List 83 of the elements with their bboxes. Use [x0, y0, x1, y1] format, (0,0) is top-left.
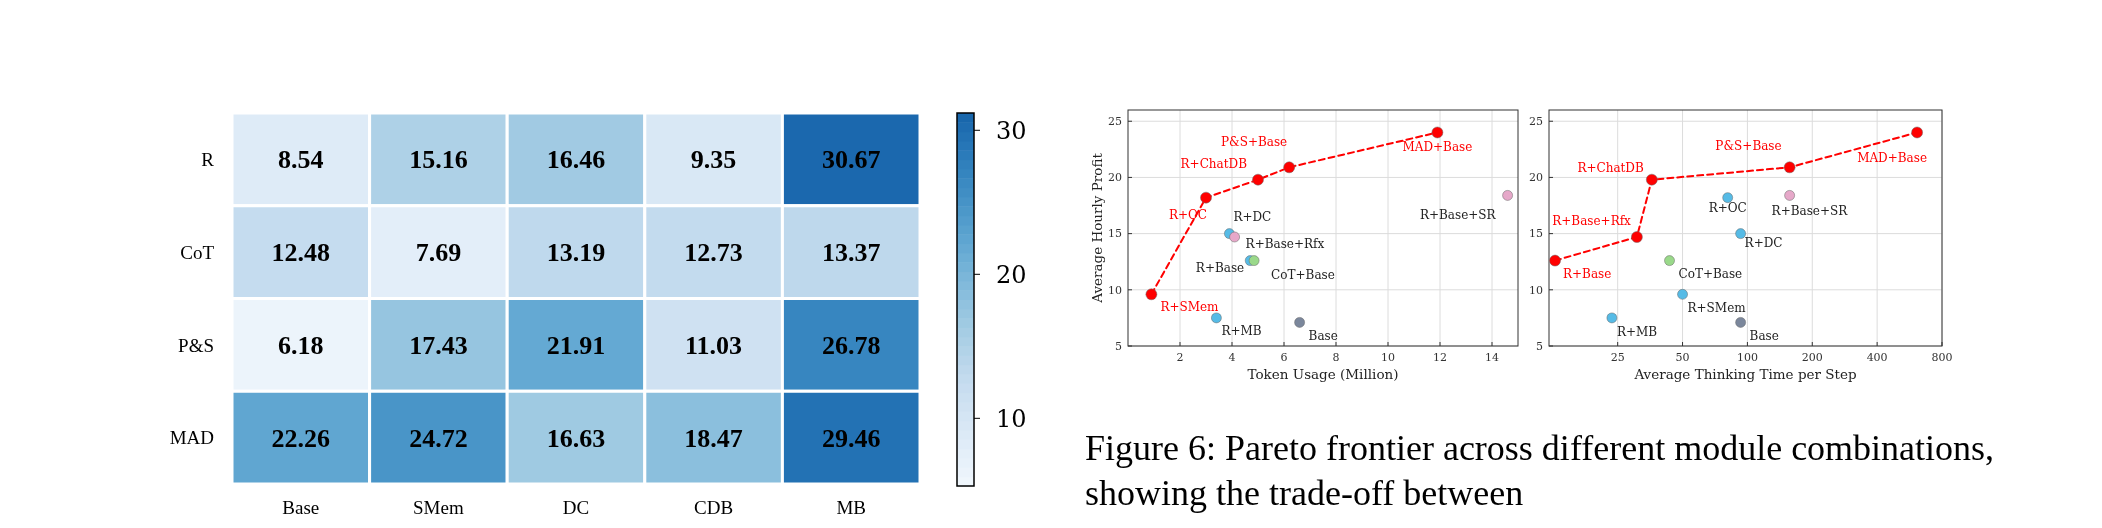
- y-tick-label: 10: [1108, 283, 1122, 297]
- data-label: 11.03: [685, 330, 743, 360]
- y-tick-label: MAD: [169, 427, 214, 449]
- y-tick-label: 5: [1536, 339, 1543, 353]
- color-bar-label: 10: [996, 404, 1027, 433]
- series-label: R+Base: [1195, 260, 1245, 275]
- y-tick-label: R: [201, 149, 215, 171]
- y-tick-label: 20: [1529, 171, 1543, 185]
- y-tick-label: P&S: [178, 334, 214, 356]
- text: Figure 6: Pareto frontier across different module combinations, showing the trade-off between: [1085, 428, 1995, 513]
- data-label: 13.37: [821, 238, 881, 268]
- series-label: CoT+Base: [1271, 267, 1335, 282]
- data-label: 7.69: [415, 238, 462, 268]
- x-tick-label: 2: [1176, 351, 1184, 364]
- series-label: R+SMem: [1687, 301, 1747, 316]
- data-label: 18.47: [684, 423, 743, 453]
- data-label: 12.48: [271, 238, 331, 268]
- annotation: MAD+Base: [1402, 140, 1473, 155]
- series-label: R+MB: [1616, 324, 1658, 339]
- x-tick-label: 400: [1866, 351, 1888, 364]
- series-label: R+OC: [1708, 200, 1747, 215]
- y-tick-label: 10: [1529, 283, 1543, 297]
- x-tick-label: 6: [1280, 351, 1288, 364]
- x-tick-label: CDB: [694, 497, 734, 518]
- data-label: 26.78: [821, 330, 881, 360]
- data-label: 15.16: [409, 145, 468, 175]
- y-tick-label: 5: [1115, 339, 1122, 353]
- annotation: P&S+Base: [1715, 139, 1782, 154]
- color-bar-label: 30: [996, 116, 1027, 145]
- series-label: Base: [1749, 329, 1779, 344]
- x-tick-label: 800: [1931, 351, 1953, 364]
- color-bar-label: 20: [996, 260, 1027, 289]
- annotation: R+OC: [1168, 207, 1207, 222]
- series-label: Base: [1308, 329, 1338, 344]
- annotation: P&S+Base: [1220, 135, 1288, 150]
- x-tick-label: 8: [1332, 351, 1340, 364]
- x-tick-label: 100: [1736, 351, 1758, 364]
- series-label: R+Base+SR: [1771, 204, 1849, 219]
- x-tick-label: 50: [1675, 351, 1690, 364]
- y-tick-label: CoT: [180, 241, 215, 263]
- data-label: 16.46: [546, 145, 606, 175]
- data-label: 29.46: [821, 423, 881, 453]
- y-axis-title: Average Hourly Profit: [1089, 152, 1105, 304]
- series-label: CoT+Base: [1678, 266, 1743, 281]
- x-tick-label: 200: [1801, 351, 1823, 364]
- series-label: R+DC: [1233, 209, 1272, 224]
- y-tick-label: 25: [1108, 115, 1122, 129]
- y-tick-label: 20: [1108, 171, 1122, 185]
- data-label: 8.54: [278, 145, 324, 175]
- x-axis-title: Token Usage (Million): [1247, 366, 1399, 382]
- annotation: MAD+Base: [1857, 151, 1928, 166]
- x-tick-label: SMem: [413, 497, 464, 518]
- series-label: R+MB: [1221, 323, 1262, 338]
- data-label: 22.26: [271, 423, 331, 453]
- data-label: 30.67: [821, 145, 881, 175]
- x-tick-label: DC: [562, 497, 590, 518]
- series-label: R+Base+SR: [1419, 208, 1497, 223]
- y-tick-label: 15: [1529, 227, 1543, 241]
- data-label: 16.63: [546, 423, 606, 453]
- x-tick-label: 12: [1433, 351, 1447, 364]
- data-label: 6.18: [278, 330, 324, 360]
- series-label: R+Base+Rfx: [1245, 236, 1325, 251]
- annotation: R+Base: [1563, 266, 1612, 281]
- data-label: 24.72: [409, 423, 468, 453]
- data-label: 12.73: [684, 238, 743, 268]
- series-label: R+DC: [1744, 235, 1783, 250]
- x-tick-label: 14: [1485, 351, 1499, 364]
- y-tick-label: 25: [1529, 115, 1543, 129]
- data-label: 17.43: [409, 330, 468, 360]
- annotation: R+ChatDB: [1180, 156, 1248, 171]
- x-axis-title: Average Thinking Time per Step: [1633, 366, 1857, 382]
- y-tick-label: 15: [1108, 227, 1122, 241]
- data-label: 21.91: [546, 330, 606, 360]
- annotation: R+SMem: [1160, 300, 1220, 315]
- annotation: R+ChatDB: [1577, 160, 1644, 175]
- data-label: 9.35: [690, 145, 737, 175]
- annotation: R+Base+Rfx: [1552, 213, 1632, 228]
- x-tick-label: Base: [282, 497, 320, 518]
- x-tick-label: 25: [1610, 351, 1625, 364]
- data-label: 13.19: [546, 238, 606, 268]
- x-tick-label: MB: [836, 497, 866, 518]
- x-tick-label: 4: [1228, 351, 1236, 364]
- x-tick-label: 10: [1381, 351, 1395, 364]
